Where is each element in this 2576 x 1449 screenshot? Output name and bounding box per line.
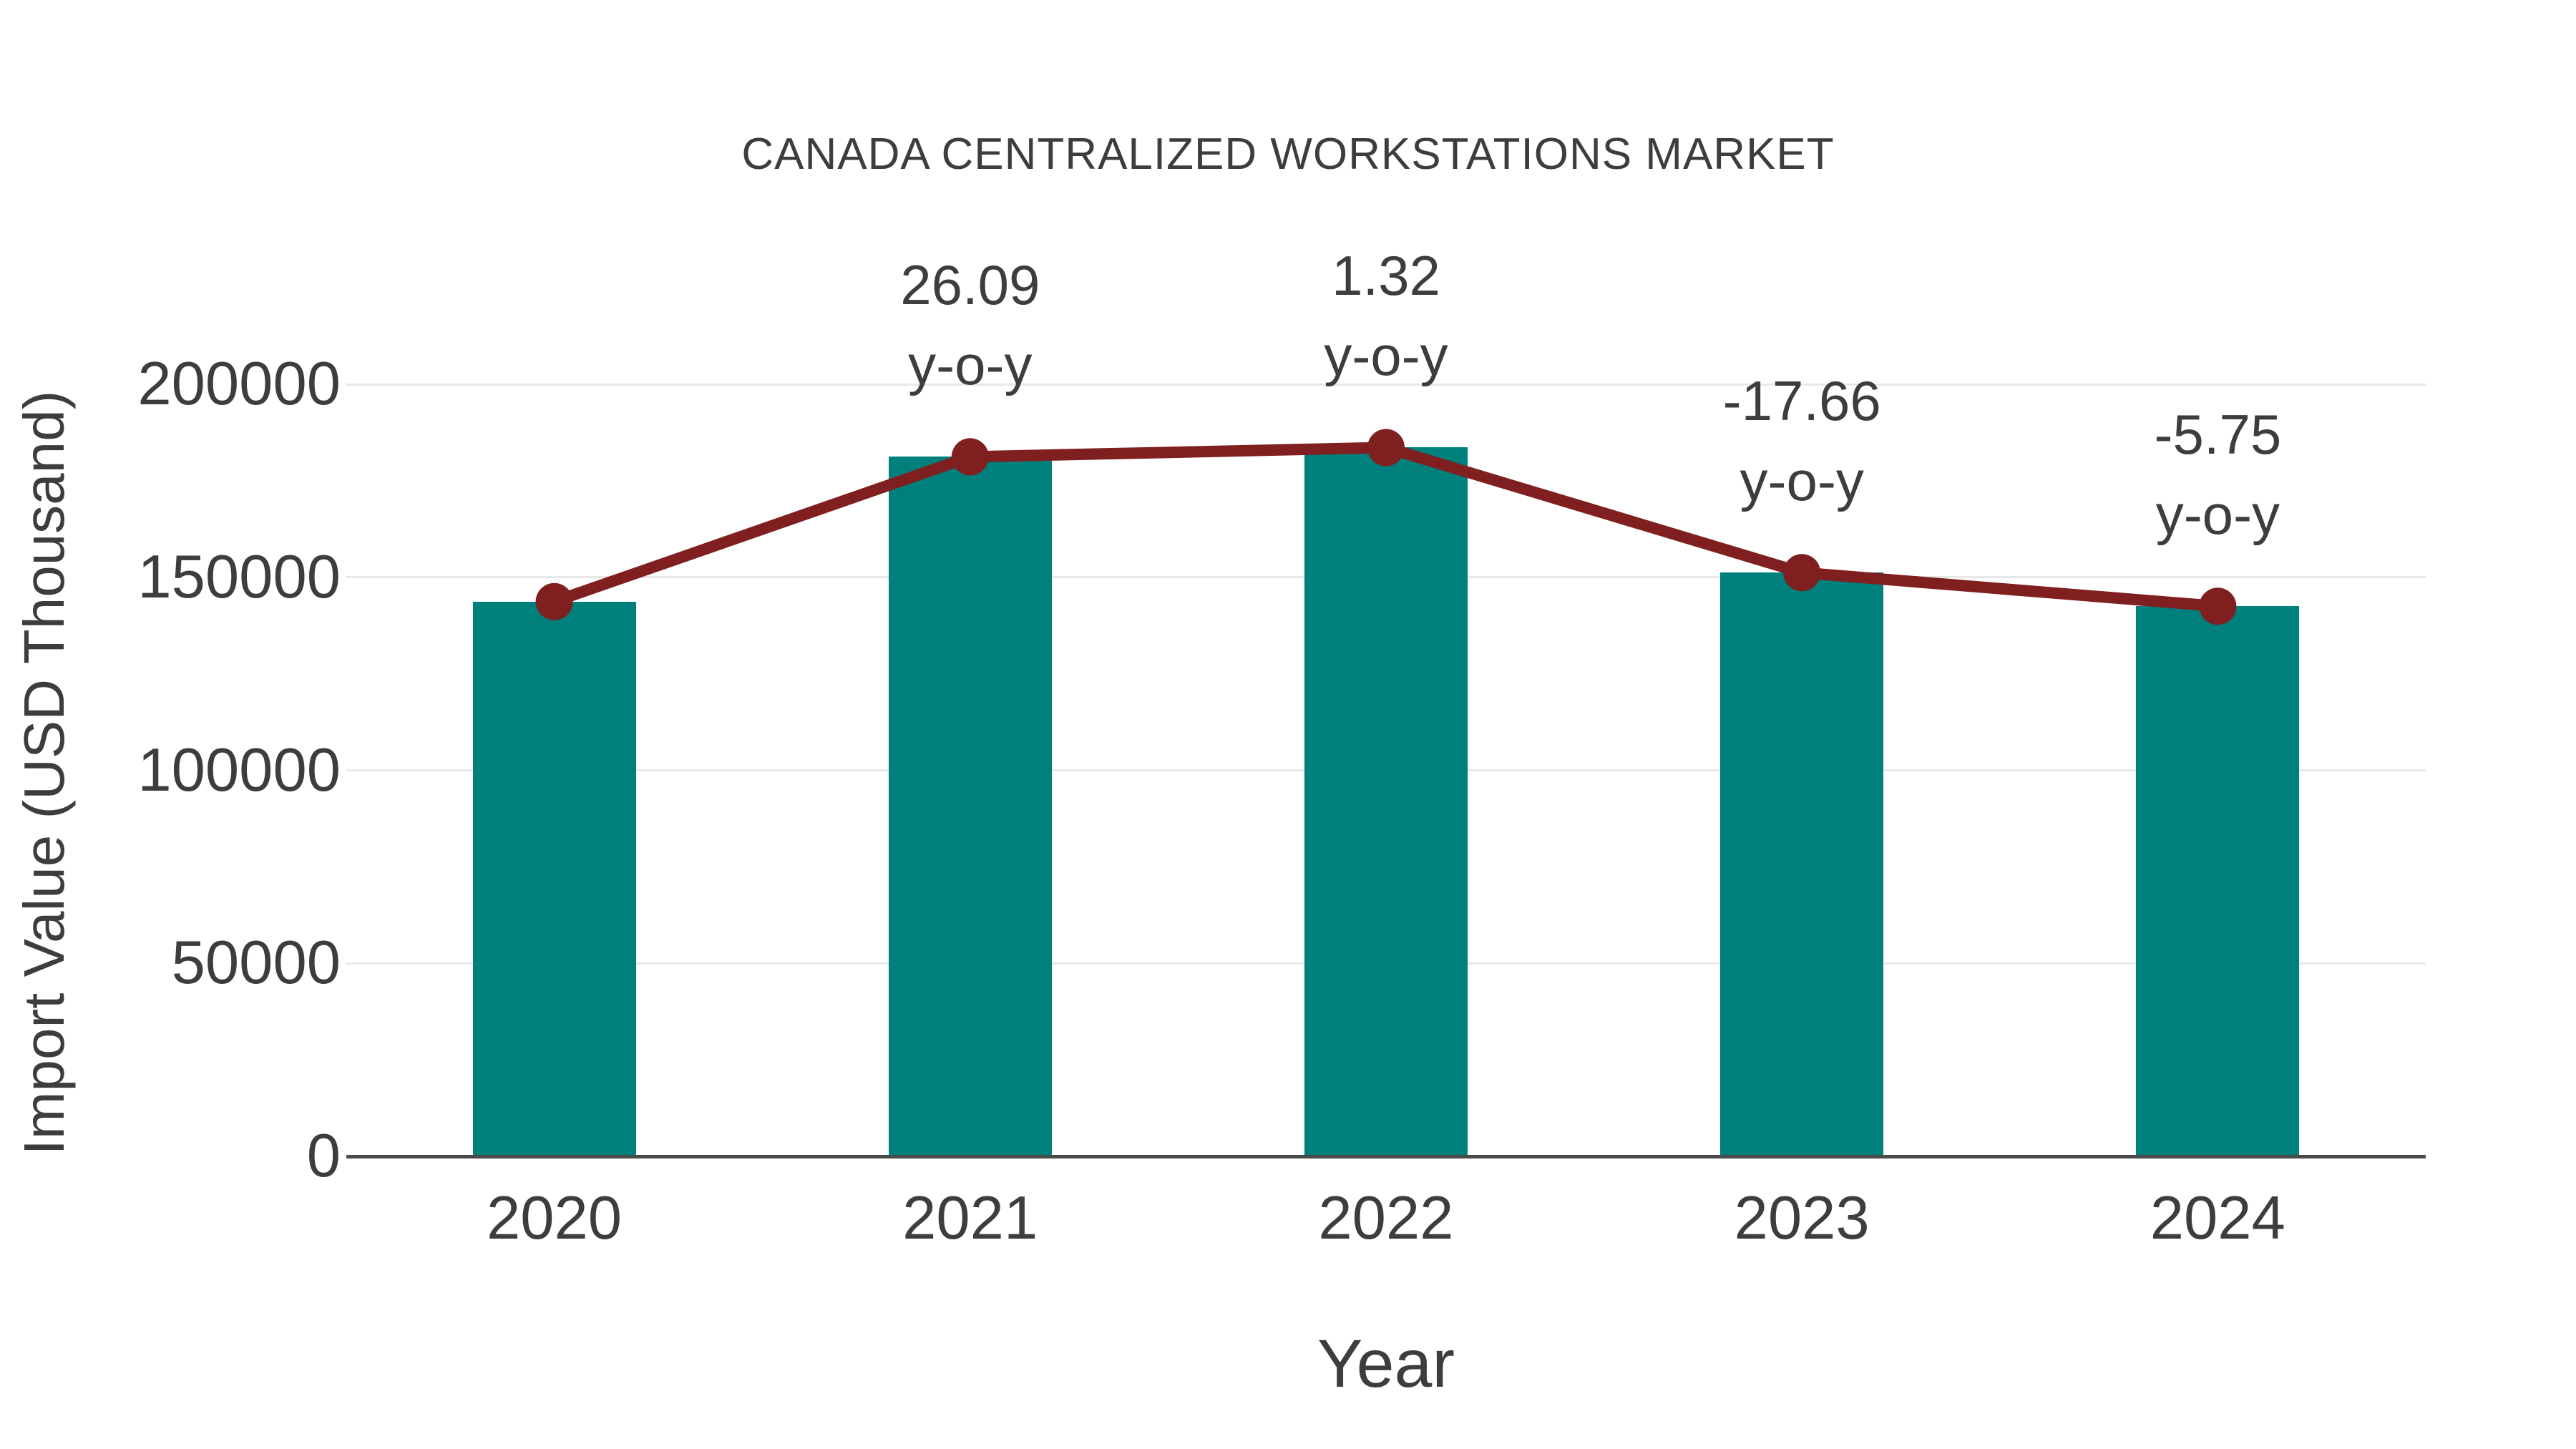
- yoy-marker-2024: [2199, 587, 2237, 625]
- yoy-label-2021: 26.09 y-o-y: [900, 245, 1040, 405]
- yoy-line: [552, 441, 2219, 613]
- bar-2020: [472, 601, 636, 1156]
- y-tick-label: 150000: [137, 542, 341, 611]
- yoy-label-2023: -17.66 y-o-y: [1723, 361, 1881, 521]
- yoy-suffix: y-o-y: [1324, 324, 1448, 388]
- x-tick-label: 2021: [902, 1184, 1038, 1252]
- yoy-value: -17.66: [1722, 369, 1881, 433]
- bar-2024: [2136, 606, 2300, 1156]
- x-axis-title: Year: [1317, 1326, 1455, 1402]
- x-tick-label: 2023: [1734, 1184, 1870, 1252]
- gridline-200000: [346, 383, 2426, 386]
- y-tick-label: 50000: [171, 929, 341, 997]
- bar-2022: [1304, 447, 1468, 1156]
- yoy-label-2022: 1.32 y-o-y: [1324, 235, 1448, 396]
- x-tick-label: 2020: [486, 1184, 623, 1252]
- y-tick-label: 100000: [137, 736, 341, 804]
- bar-2023: [1720, 572, 1884, 1156]
- yoy-suffix: y-o-y: [1740, 449, 1864, 513]
- yoy-value: -5.75: [2154, 403, 2282, 467]
- yoy-marker-2023: [1783, 554, 1821, 592]
- yoy-value: 1.32: [1332, 244, 1440, 308]
- x-tick-label: 2024: [2150, 1184, 2285, 1252]
- y-tick-label: 0: [306, 1122, 341, 1190]
- y-tick-label: 200000: [137, 350, 341, 418]
- yoy-suffix: y-o-y: [2155, 483, 2280, 547]
- yoy-value: 26.09: [900, 253, 1040, 317]
- yoy-label-2024: -5.75 y-o-y: [2154, 394, 2281, 555]
- x-tick-label: 2022: [1318, 1184, 1454, 1252]
- yoy-suffix: y-o-y: [908, 333, 1033, 397]
- yoy-marker-2021: [951, 438, 989, 476]
- yoy-marker-2020: [535, 582, 573, 620]
- chart-title: CANADA CENTRALIZED WORKSTATIONS MARKET: [741, 130, 1835, 179]
- x-axis-line: [346, 1154, 2426, 1158]
- bar-2021: [888, 457, 1052, 1156]
- yoy-marker-2022: [1367, 429, 1405, 467]
